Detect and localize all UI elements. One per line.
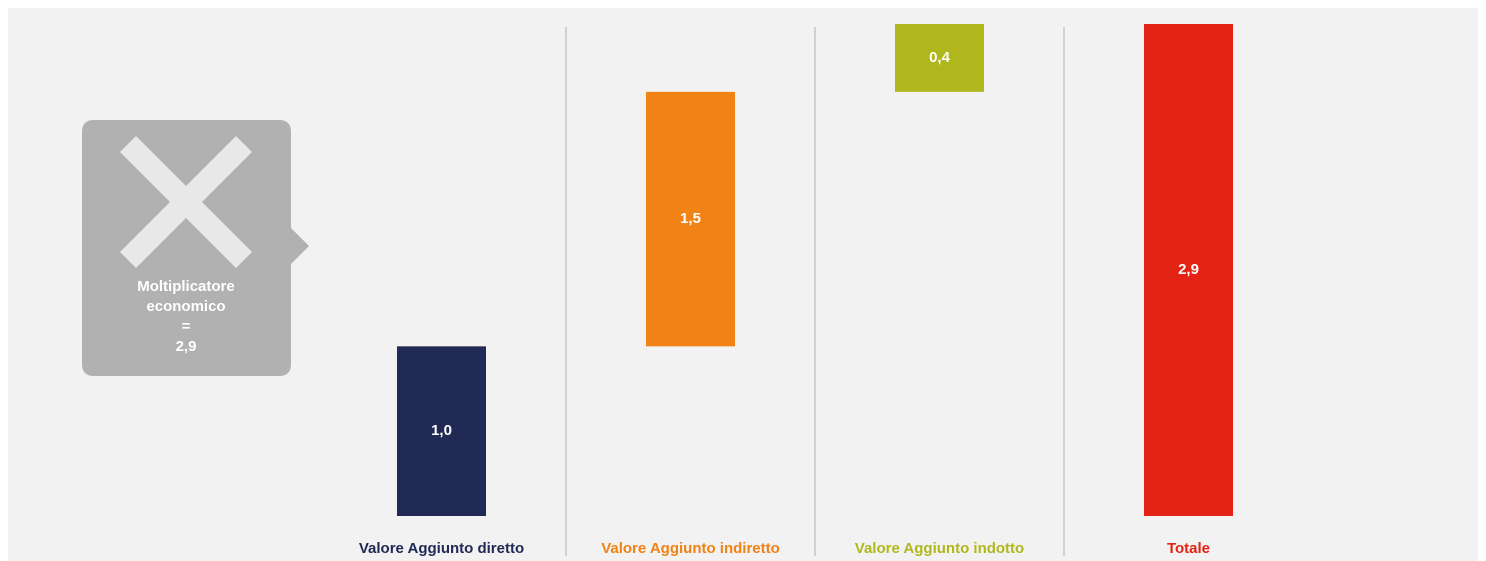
callout-text: 2,9 — [176, 338, 197, 355]
bar — [646, 91, 735, 347]
callout-box — [82, 120, 309, 376]
category-label: Totale — [1167, 540, 1210, 557]
bar — [397, 346, 486, 516]
bar — [895, 24, 984, 92]
multiply-icon — [120, 136, 252, 268]
value-label: 0,4 — [929, 49, 951, 66]
value-label: 1,0 — [431, 422, 452, 439]
bar — [1144, 24, 1233, 516]
callout-text: economico — [146, 298, 225, 315]
category-label: Valore Aggiunto indiretto — [601, 540, 780, 557]
value-label: 1,5 — [680, 210, 701, 227]
category-label: Valore Aggiunto indotto — [855, 540, 1024, 557]
category-label: Valore Aggiunto diretto — [359, 540, 524, 557]
value-label: 2,9 — [1178, 261, 1199, 278]
callout-text: Moltiplicatore — [137, 278, 235, 295]
callout-text: = — [182, 318, 191, 335]
callout — [82, 120, 309, 376]
